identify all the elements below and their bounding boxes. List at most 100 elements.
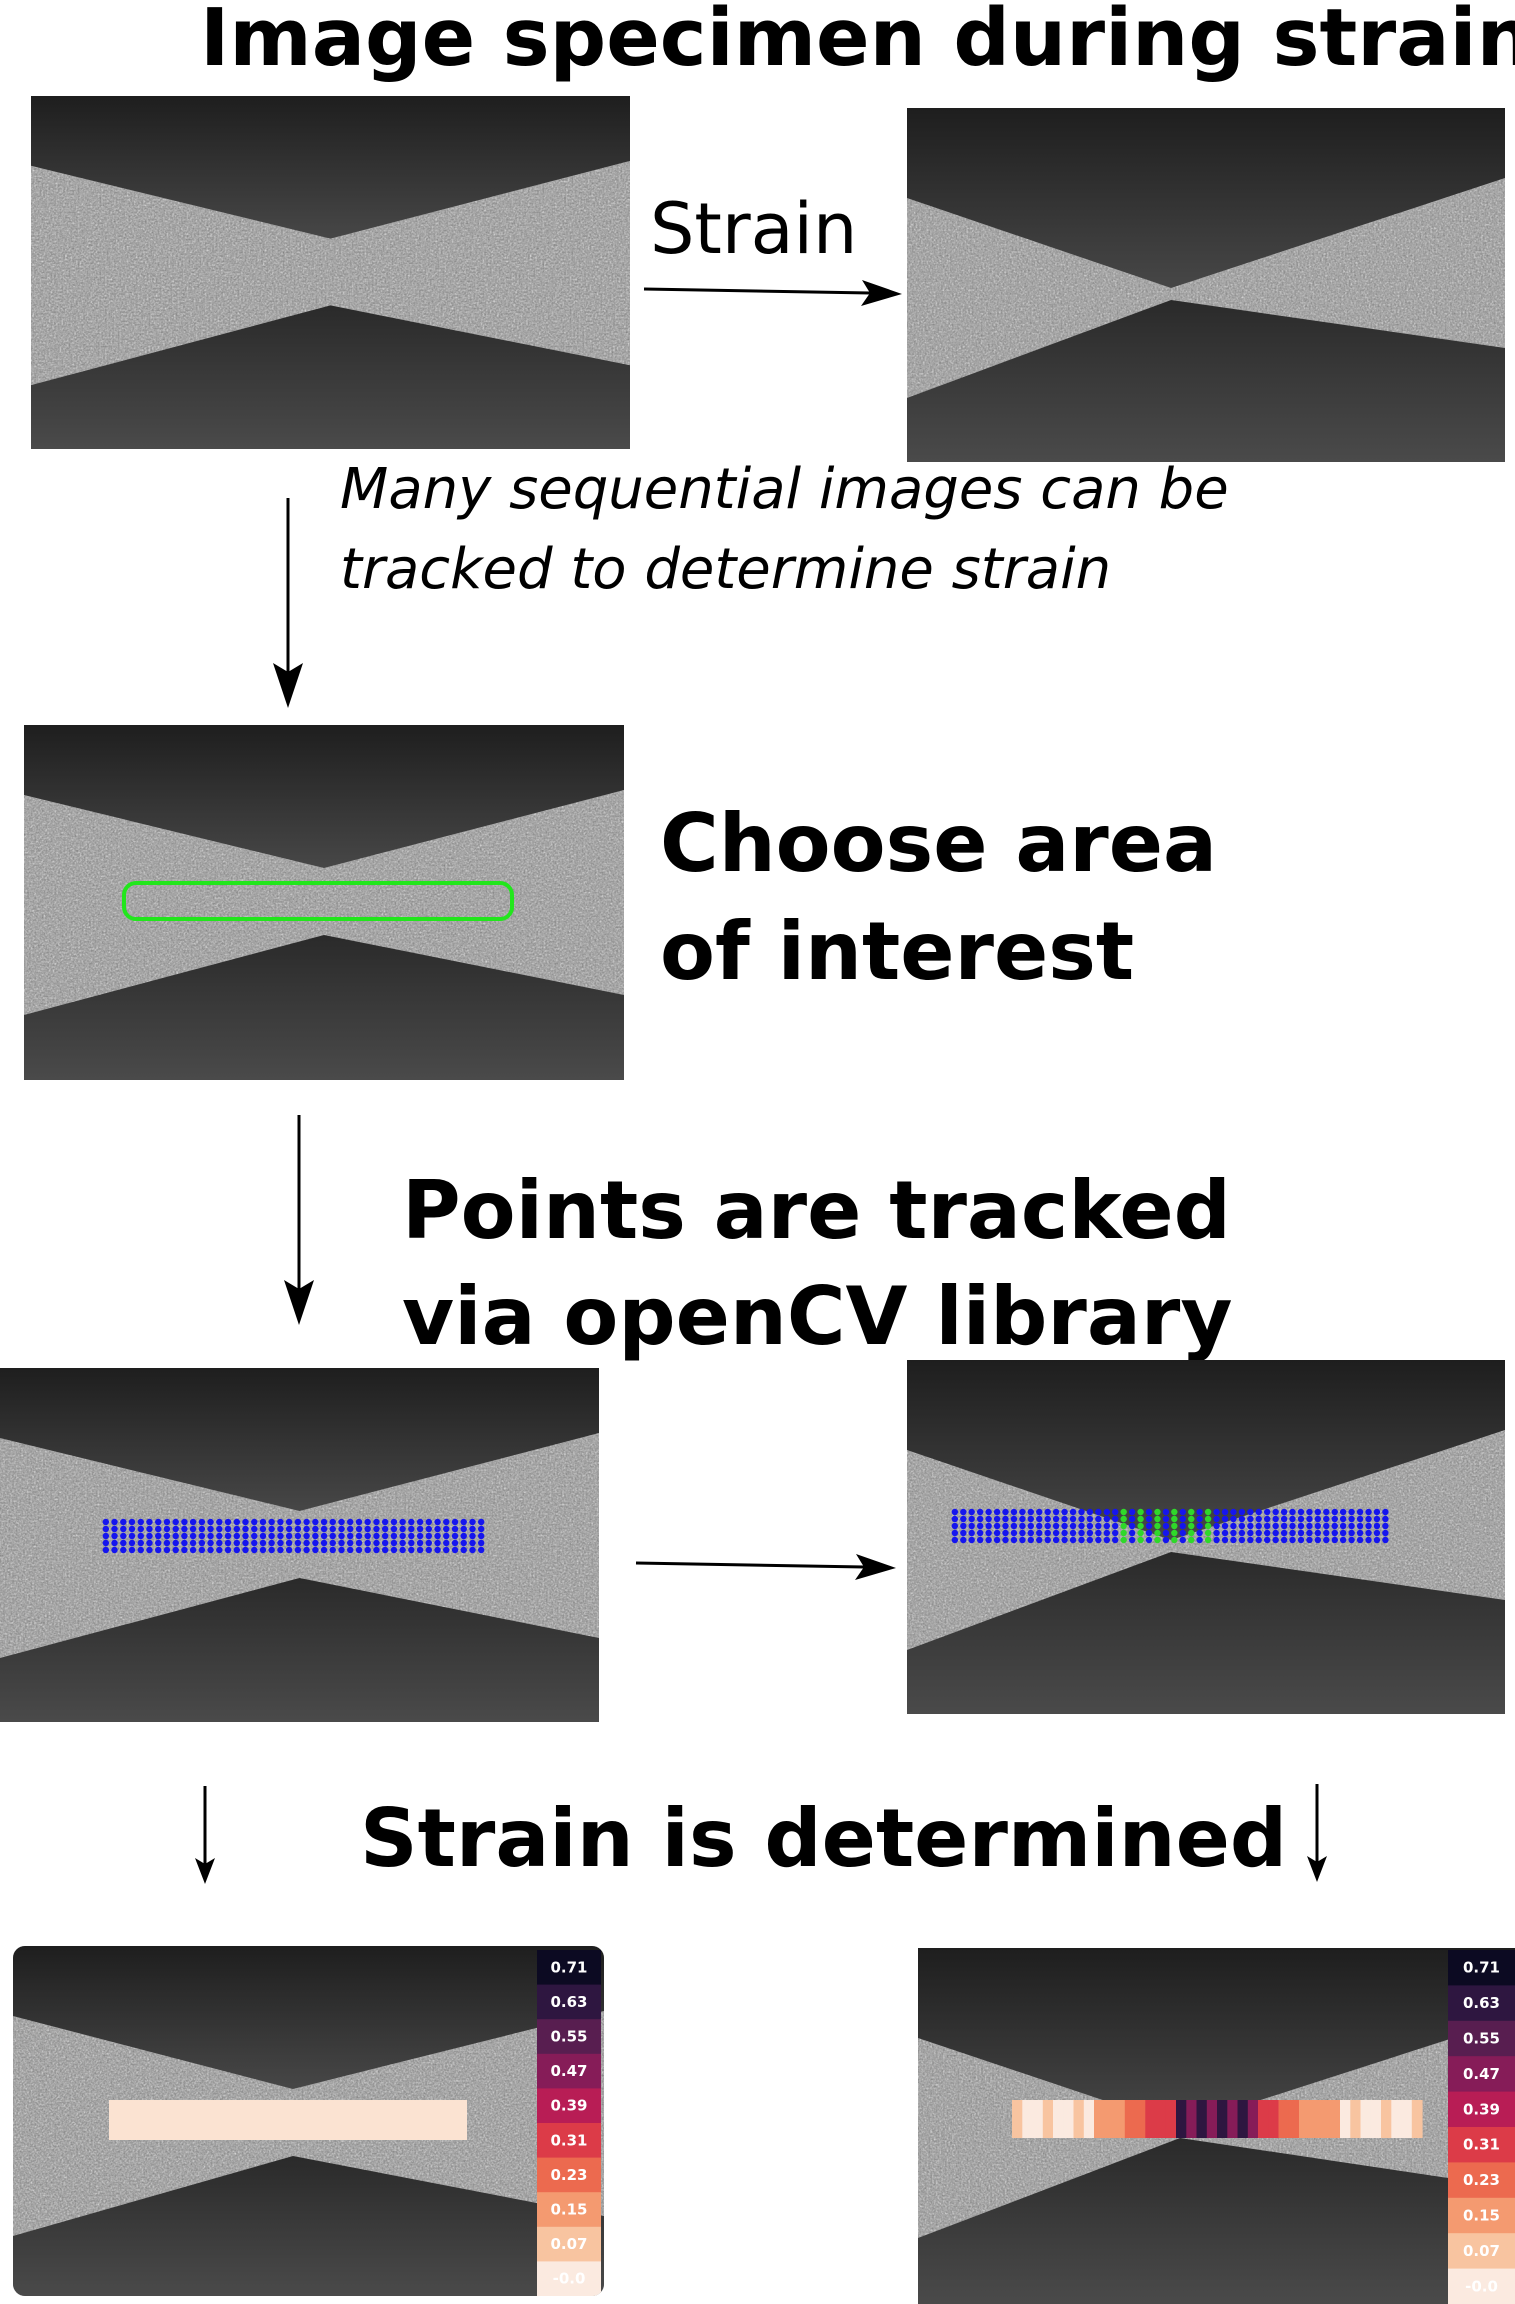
colorbar-tick-label: -0.0 [1465, 2277, 1498, 2295]
tracked-point [137, 1539, 144, 1547]
strain-cell [1360, 2100, 1372, 2138]
tracked-point [1027, 1522, 1034, 1530]
tracked-point [1348, 1529, 1355, 1537]
arrow-right-icon [635, 1554, 896, 1580]
tracked-point [111, 1546, 118, 1554]
specimen-image-strained [907, 108, 1505, 462]
tracked-point [1036, 1529, 1043, 1537]
tracked-point [277, 1532, 284, 1540]
arrow-down-icon [1307, 1784, 1327, 1882]
tracked-point [1128, 1508, 1136, 1516]
strain-cell [1053, 2100, 1064, 2138]
tracked-point [1078, 1536, 1085, 1544]
tracked-point [1019, 1529, 1026, 1537]
tracked-point [443, 1532, 450, 1540]
tracked-point [1255, 1529, 1262, 1537]
tracked-point [146, 1525, 153, 1533]
tracked-point [451, 1532, 459, 1540]
tracked-point [478, 1518, 485, 1526]
tracked-point [1120, 1529, 1127, 1537]
colorbar-swatch [537, 2261, 601, 2296]
tracked-point [303, 1546, 310, 1554]
tracked-point [233, 1532, 240, 1540]
tracked-point [1103, 1522, 1111, 1530]
tracked-point [1297, 1515, 1305, 1523]
strain-cell [1227, 2100, 1239, 2138]
colorbar-strained: 0.71 0.63 0.55 0.47 0.39 0.31 0.23 0.15 0.07 -0.0 [1448, 1950, 1515, 2304]
tracked-point [1044, 1515, 1051, 1523]
tracked-point [1162, 1522, 1170, 1530]
tracked-point [1255, 1508, 1262, 1516]
tracked-point [320, 1539, 328, 1547]
tracked-point [1086, 1522, 1094, 1530]
tracked-point [985, 1536, 992, 1544]
tracked-point [224, 1518, 232, 1526]
colorbar-swatch [537, 2157, 601, 2193]
colorbar-tick-label: 0.31 [1463, 2136, 1500, 2154]
tracked-point [993, 1515, 1001, 1523]
tracked-point [1297, 1522, 1305, 1530]
tracked-point [460, 1532, 467, 1540]
tracked-point [1069, 1515, 1077, 1523]
strain-determined-heading: Strain is determined [360, 1792, 1288, 1885]
tracked-point [1027, 1529, 1034, 1537]
colorbar-tick-label: 0.23 [1463, 2171, 1500, 2189]
tracked-point [1339, 1515, 1347, 1523]
tracked-point [1196, 1515, 1203, 1523]
strain-cell [1032, 2100, 1044, 2138]
tracked-point [1188, 1522, 1195, 1530]
tracked-point [1264, 1515, 1271, 1523]
colorbar-tick-label: 0.63 [550, 1993, 587, 2011]
colorbar-swatch [1448, 2162, 1515, 2199]
tracked-point [1086, 1515, 1094, 1523]
strain-cell [1073, 2100, 1085, 2138]
tracked-point [451, 1546, 459, 1554]
tracked-point [1280, 1536, 1288, 1544]
strain-cell [1309, 2100, 1321, 2138]
tracked-point [1052, 1522, 1060, 1530]
tracked-point [111, 1518, 118, 1526]
tracked-point [451, 1539, 459, 1547]
arrow-right-icon [643, 280, 902, 306]
tracked-point [1145, 1536, 1153, 1544]
tracked-point [1196, 1536, 1203, 1544]
tracked-point [1348, 1508, 1355, 1516]
strain-cell [1176, 2100, 1187, 2138]
tracked-point [985, 1522, 992, 1530]
tracked-point [408, 1532, 415, 1540]
arrow-down-icon [195, 1786, 215, 1884]
tracked-point [259, 1532, 267, 1540]
tracked-point [1196, 1522, 1203, 1530]
strain-cell [1114, 2100, 1126, 2138]
tracked-point [1010, 1515, 1018, 1523]
tracked-point [1002, 1529, 1009, 1537]
tracked-point [1078, 1529, 1085, 1537]
strain-cell [1217, 2100, 1228, 2138]
tracked-point [320, 1532, 328, 1540]
tracked-point [1314, 1515, 1322, 1523]
tracked-point [146, 1546, 153, 1554]
tracked-point [1356, 1522, 1364, 1530]
tracked-point [1264, 1536, 1271, 1544]
tracked-point [1289, 1508, 1296, 1516]
tracked-point [1145, 1529, 1153, 1537]
tracked-point [993, 1536, 1001, 1544]
colorbar-tick-label: 0.47 [1463, 2065, 1500, 2083]
tracked-point [1061, 1529, 1068, 1537]
tracked-point [1306, 1508, 1313, 1516]
strain-cell [1206, 2100, 1218, 2138]
colorbar-tick-label: 0.71 [1463, 1959, 1500, 1977]
tracked-point [1179, 1508, 1186, 1516]
tracked-point [285, 1532, 293, 1540]
tracked-point [1306, 1522, 1313, 1530]
tracked-point [1230, 1508, 1237, 1516]
tracked-point [1272, 1508, 1279, 1516]
tracked-point [399, 1532, 406, 1540]
roi-outline [122, 881, 514, 921]
tracked-point [1348, 1536, 1355, 1544]
tracked-point [1196, 1529, 1203, 1537]
tracked-point [347, 1532, 354, 1540]
tracked-point [242, 1532, 249, 1540]
tracked-point [1128, 1522, 1136, 1530]
tracked-point [268, 1532, 275, 1540]
